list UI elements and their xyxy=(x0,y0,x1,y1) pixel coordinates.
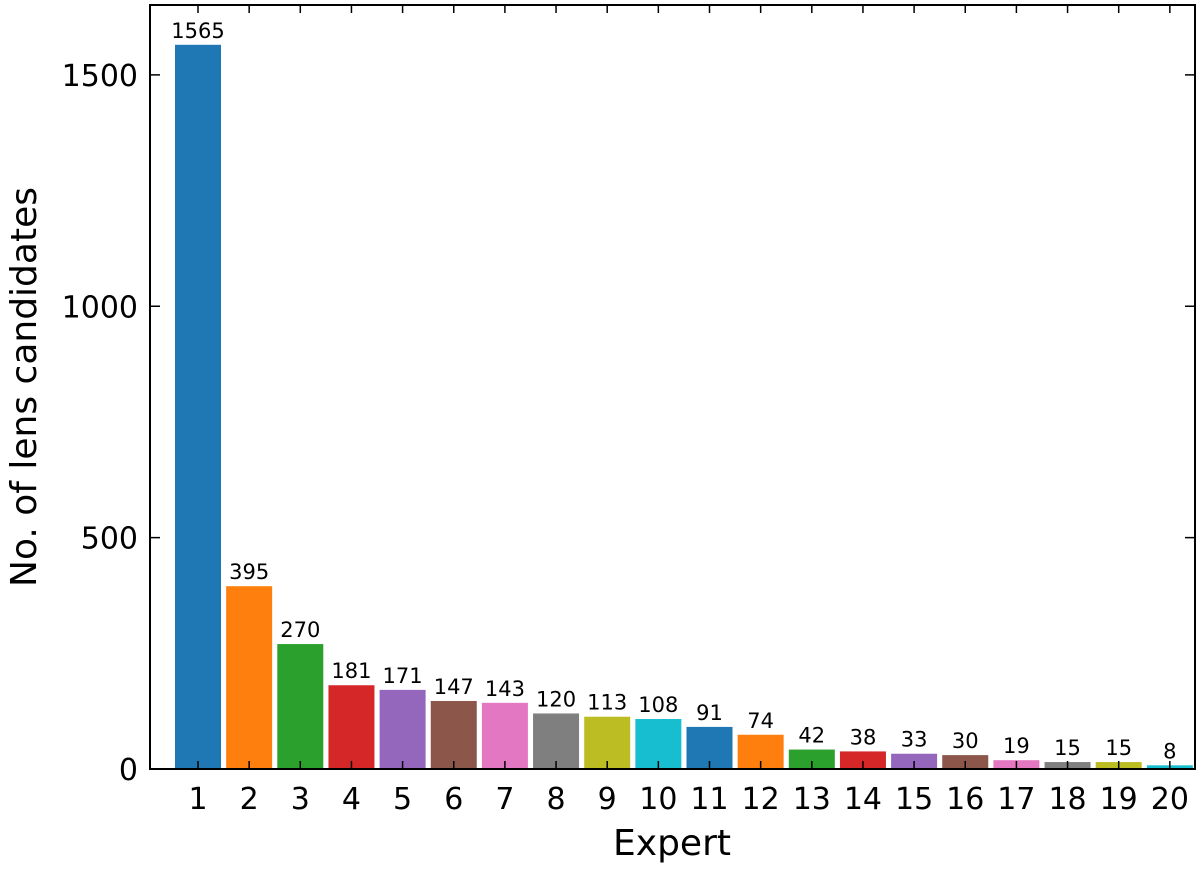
value-label: 91 xyxy=(696,701,723,725)
bar xyxy=(277,644,324,769)
value-label: 8 xyxy=(1163,739,1176,763)
x-tick-label: 11 xyxy=(690,782,728,817)
x-tick-label: 2 xyxy=(240,782,259,817)
value-label: 38 xyxy=(850,725,877,749)
x-tick-label: 14 xyxy=(844,782,882,817)
bar xyxy=(379,689,426,769)
plot-frame xyxy=(149,4,1196,770)
y-tick-label: 0 xyxy=(119,753,138,788)
y-tick-label: 1000 xyxy=(62,290,138,325)
value-label: 1565 xyxy=(171,19,224,43)
x-tick-label: 15 xyxy=(895,782,933,817)
value-label: 33 xyxy=(901,728,928,752)
x-tick-label: 12 xyxy=(742,782,780,817)
x-tick-label: 6 xyxy=(444,782,463,817)
x-tick-label: 5 xyxy=(393,782,412,817)
value-label: 15 xyxy=(1105,736,1132,760)
bar xyxy=(328,685,375,769)
x-axis-label: Expert xyxy=(613,823,731,864)
value-label: 120 xyxy=(536,687,576,711)
value-label: 19 xyxy=(1003,734,1030,758)
value-label: 171 xyxy=(383,664,423,688)
y-tick-label: 1500 xyxy=(62,59,138,94)
bar xyxy=(481,702,528,769)
value-label: 395 xyxy=(229,560,269,584)
bar xyxy=(175,44,221,769)
bar xyxy=(584,716,631,769)
x-tick-label: 16 xyxy=(946,782,984,817)
x-tick-label: 19 xyxy=(1100,782,1138,817)
x-tick-label: 1 xyxy=(188,782,207,817)
x-tick-label: 3 xyxy=(291,782,310,817)
x-tick-label: 13 xyxy=(793,782,831,817)
x-tick-label: 8 xyxy=(547,782,566,817)
bar xyxy=(430,700,477,769)
value-label: 113 xyxy=(587,691,627,715)
x-tick-label: 18 xyxy=(1048,782,1086,817)
value-label: 108 xyxy=(638,693,678,717)
value-label: 270 xyxy=(280,618,320,642)
value-label: 147 xyxy=(434,675,474,699)
value-label: 30 xyxy=(952,729,979,753)
x-tick-label: 10 xyxy=(639,782,677,817)
bar xyxy=(635,719,682,769)
value-label: 74 xyxy=(747,709,774,733)
value-label: 42 xyxy=(798,724,825,748)
y-axis-label: No. of lens candidates xyxy=(4,187,45,587)
x-tick-label: 17 xyxy=(997,782,1035,817)
x-tick-label: 9 xyxy=(598,782,617,817)
value-label: 143 xyxy=(485,677,525,701)
x-tick-label: 7 xyxy=(495,782,514,817)
y-tick-label: 500 xyxy=(81,522,138,557)
bar xyxy=(839,751,886,769)
bar xyxy=(533,713,580,769)
x-tick-label: 4 xyxy=(342,782,361,817)
value-label: 15 xyxy=(1054,736,1081,760)
bar xyxy=(226,586,273,769)
bar xyxy=(788,749,835,769)
value-label: 181 xyxy=(331,659,371,683)
x-tick-label: 20 xyxy=(1151,782,1189,817)
